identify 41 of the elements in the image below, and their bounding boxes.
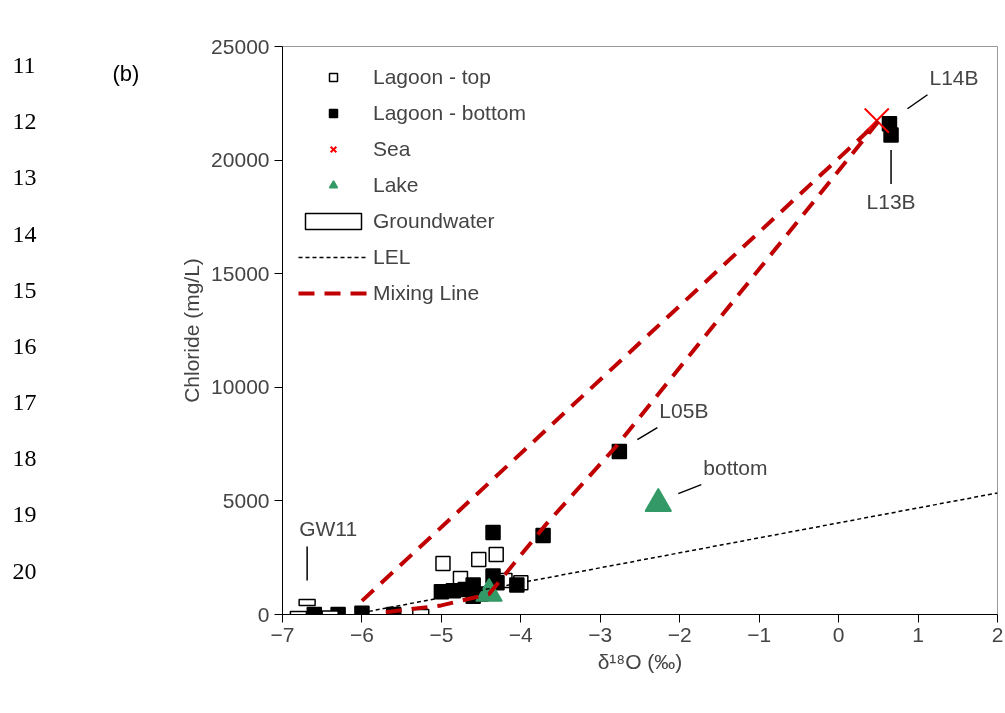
text: 16 xyxy=(12,332,37,359)
text: 12 xyxy=(12,108,37,135)
text: 11 xyxy=(12,52,36,79)
text: 15 xyxy=(12,276,37,303)
y-tick-label: 10000 xyxy=(211,375,270,399)
legend-label: Lake xyxy=(373,172,419,198)
x-tick-label: −5 xyxy=(429,622,454,646)
x-tick-label: −4 xyxy=(508,622,534,646)
annotation: L14B xyxy=(929,65,979,89)
legend-label: Sea xyxy=(373,136,411,162)
legend-label: Groundwater xyxy=(373,208,495,234)
x-tick-label: −7 xyxy=(270,622,295,646)
x-tick-label: 2 xyxy=(991,622,1004,646)
x-tick-label: 1 xyxy=(912,622,924,646)
text: 17 xyxy=(12,389,37,416)
text: 19 xyxy=(12,501,37,528)
y-tick-label: 5000 xyxy=(222,488,270,512)
x-tick-label: −1 xyxy=(747,622,772,646)
annotation: L13B xyxy=(866,190,916,214)
annotation: GW11 xyxy=(299,517,358,541)
x-axis-title: δ¹⁸O (‰) xyxy=(597,649,683,673)
annotation: L05B xyxy=(659,398,709,422)
text: 20 xyxy=(12,557,37,584)
legend-label: Lagoon - top xyxy=(373,64,491,90)
x-tick-label: −6 xyxy=(349,622,374,646)
text: 13 xyxy=(12,164,37,191)
legend-label: Mixing Line xyxy=(373,280,480,306)
y-tick-label: 25000 xyxy=(211,34,270,58)
text: 14 xyxy=(12,220,37,247)
x-tick-label: −3 xyxy=(588,622,613,646)
annotation: bottom xyxy=(703,455,768,479)
y-tick-label: 20000 xyxy=(211,148,270,172)
y-tick-label: 0 xyxy=(257,602,270,626)
legend-label: Lagoon - bottom xyxy=(373,100,526,126)
y-axis-title: Chloride (mg/L) xyxy=(180,258,204,403)
y-tick-label: 15000 xyxy=(211,261,270,285)
x-tick-label: −2 xyxy=(667,622,692,646)
text: 18 xyxy=(12,445,37,472)
text: (b) xyxy=(112,61,140,87)
legend-label: LEL xyxy=(373,244,411,270)
x-tick-label: 0 xyxy=(832,622,845,646)
